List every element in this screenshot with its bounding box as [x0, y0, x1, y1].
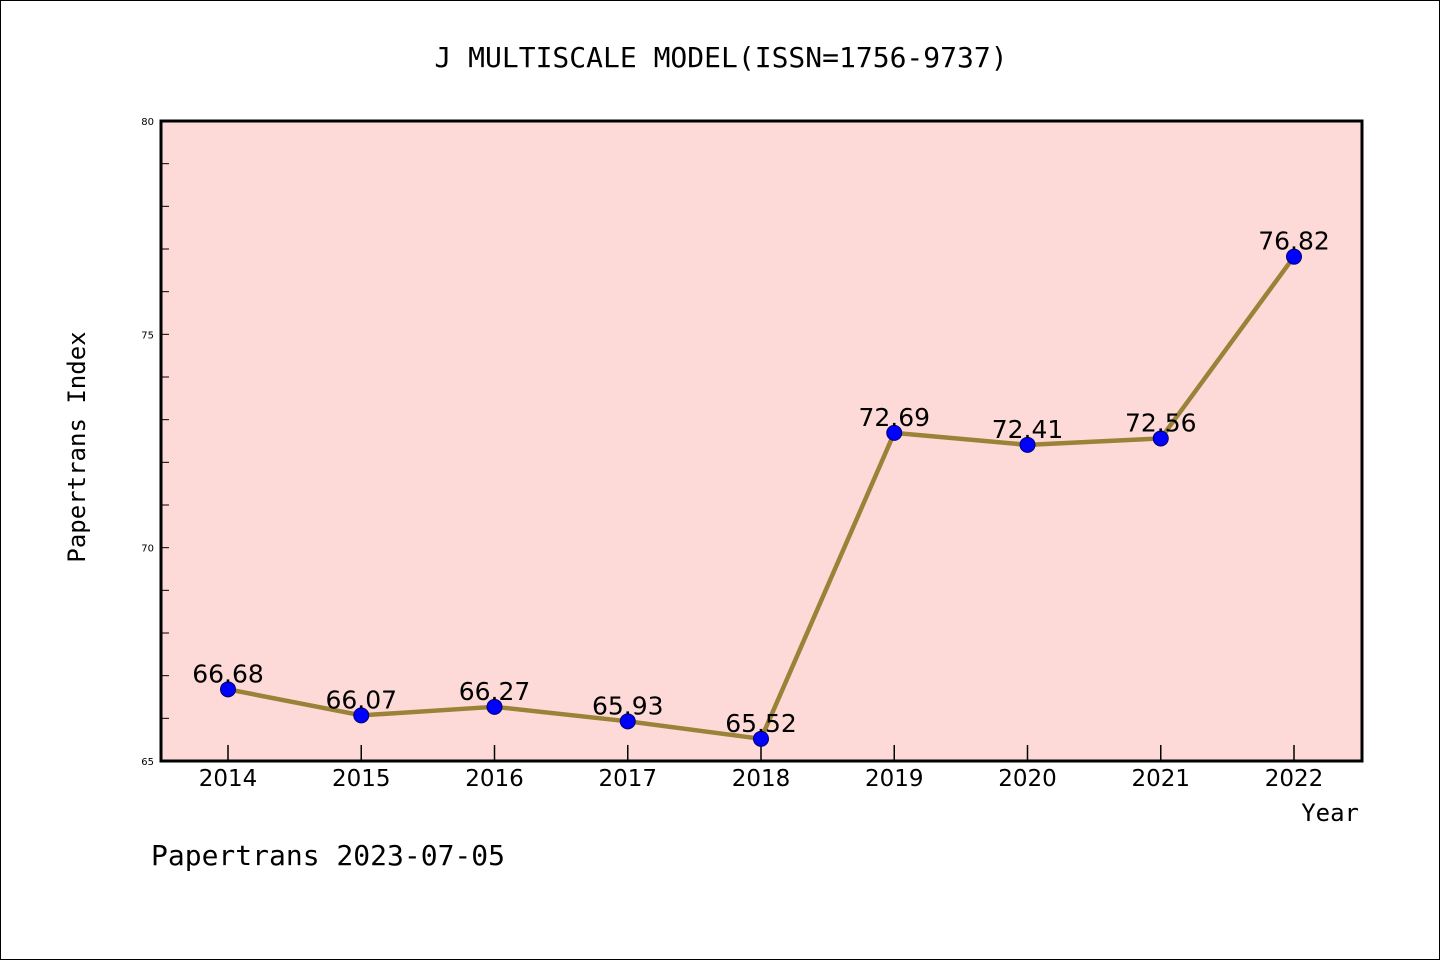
y-axis-label: Papertrans Index	[63, 331, 91, 562]
data-label: 66.07	[325, 685, 397, 714]
data-point	[353, 707, 370, 724]
data-point	[1152, 430, 1169, 447]
data-label: 72.69	[858, 403, 930, 432]
data-point	[486, 698, 503, 715]
plot-area	[161, 121, 1362, 761]
data-point	[1286, 248, 1302, 265]
data-point	[1019, 436, 1036, 453]
x-axis-tick-labels: 2014 2015 2016 2017 2018 2019 2020 2021 2022	[199, 766, 1324, 792]
y-axis-tick-labels: 65 70 75 80	[141, 117, 154, 768]
x-tick-label: 2016	[465, 766, 524, 792]
data-point	[220, 681, 236, 698]
data-point	[619, 713, 636, 730]
series-markers	[220, 248, 1302, 747]
x-tick-label: 2018	[732, 766, 791, 792]
x-tick-label: 2017	[598, 766, 657, 792]
y-tick-label: 75	[141, 330, 154, 341]
x-tick-label: 2014	[199, 766, 258, 792]
y-tick-label: 65	[141, 757, 154, 768]
chart-title: J MULTISCALE MODEL(ISSN=1756-9737)	[434, 41, 1007, 74]
x-tick-label: 2022	[1265, 766, 1324, 792]
y-tick-label: 70	[141, 544, 154, 555]
x-tick-label: 2020	[998, 766, 1057, 792]
data-label: 65.52	[725, 709, 797, 738]
plot-border	[159, 119, 1364, 763]
data-label: 65.93	[592, 691, 664, 720]
data-labels: 66.68 66.07 66.27 65.93 65.52 72.69 72.41 72.56…	[192, 227, 1330, 738]
data-label: 66.27	[459, 677, 531, 706]
data-label: 66.68	[192, 659, 264, 688]
data-label: 72.56	[1125, 408, 1197, 437]
x-tick-label: 2019	[865, 766, 924, 792]
data-point	[753, 730, 769, 747]
x-axis-label: Year	[1301, 799, 1359, 827]
x-tick-label: 2021	[1131, 766, 1190, 792]
data-point	[886, 424, 903, 441]
data-label: 72.41	[992, 415, 1064, 444]
x-tick-label: 2015	[332, 766, 391, 792]
x-axis-ticks	[227, 745, 1295, 761]
footer-credit: Papertrans 2023-07-05	[151, 839, 505, 872]
data-label: 76.82	[1258, 227, 1330, 256]
y-tick-label: 80	[141, 117, 154, 128]
